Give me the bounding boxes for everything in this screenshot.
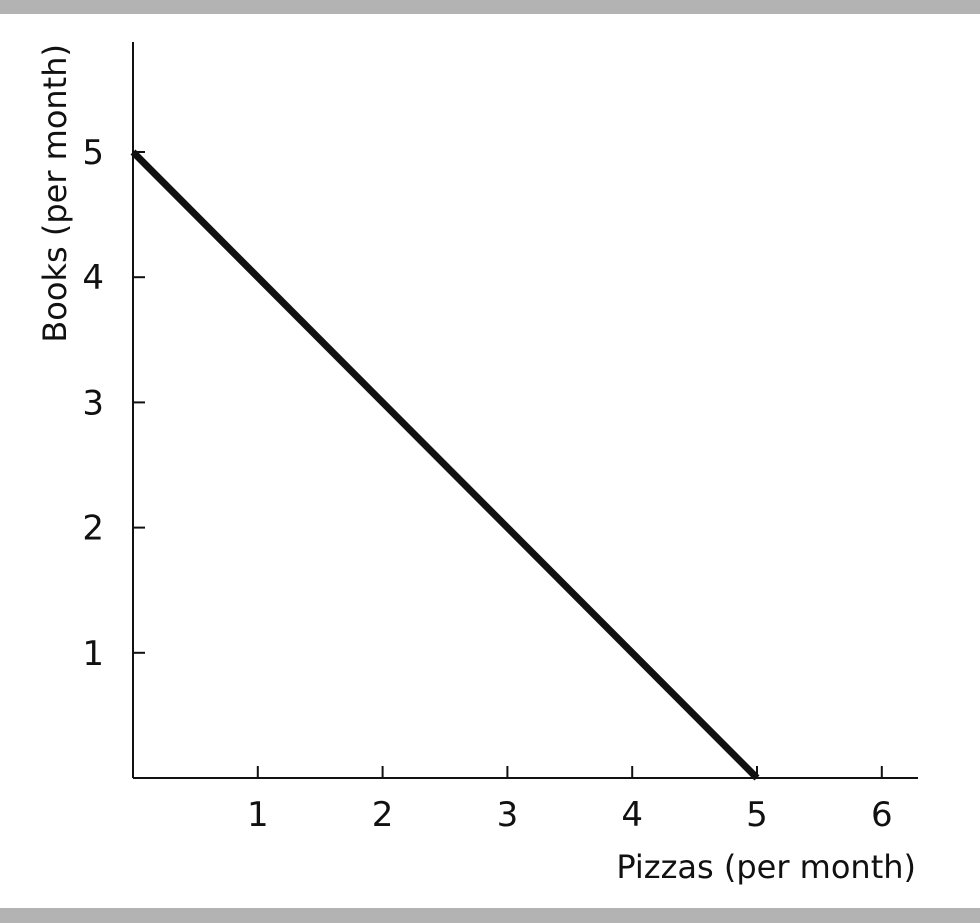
- series: [130, 149, 760, 781]
- axes: [132, 42, 918, 779]
- y-axis-label: Books (per month): [36, 44, 74, 343]
- y-tick-label: 2: [82, 509, 104, 549]
- x-tick-label: 6: [871, 795, 893, 835]
- y-tick-label: 3: [82, 383, 104, 423]
- x-axis-label: Pizzas (per month): [616, 848, 916, 886]
- y-tick-label: 5: [82, 133, 104, 173]
- top-border-band: [0, 0, 980, 14]
- x-tick-label: 2: [372, 795, 394, 835]
- series-line: [130, 149, 760, 781]
- x-tick-label: 3: [497, 795, 519, 835]
- x-tick-label: 5: [746, 795, 768, 835]
- y-tick-label: 4: [82, 258, 104, 298]
- x-tick-label: 4: [621, 795, 643, 835]
- y-ticks: 1 2 3 4 5: [82, 133, 145, 674]
- bottom-border-band: [0, 908, 980, 923]
- y-tick-label: 1: [82, 634, 104, 674]
- x-tick-label: 1: [247, 795, 269, 835]
- x-ticks: 1 2 3 4 5 6: [247, 766, 893, 835]
